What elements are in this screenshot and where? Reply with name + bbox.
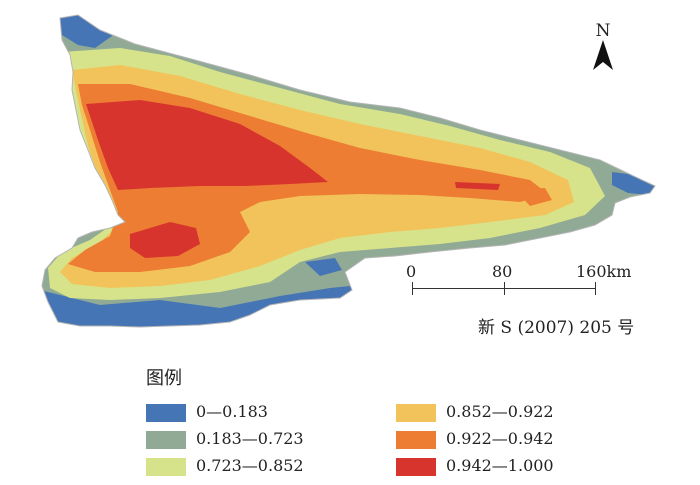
legend-label: 0.723—0.852 [196,456,304,475]
scale-tick [595,282,596,295]
scale-label-160km: 160km [576,262,632,281]
legend-title: 图例 [146,368,182,389]
zone-0.942-1.000 [86,100,328,190]
legend-swatch [396,458,436,476]
legend-label: 0.942—1.000 [446,456,554,475]
scale-bar: 0 80 160km [402,262,631,302]
zone-0.922-0.942-east [515,188,552,206]
north-label: N [595,21,611,41]
legend-swatch [146,458,186,476]
legend-label: 0.852—0.922 [446,402,554,421]
scale-tick [412,282,413,295]
zone-0.942-1.000-south [130,222,200,258]
scale-tick [504,282,505,295]
scale-line [412,288,595,289]
legend-label: 0.183—0.723 [196,429,304,448]
scale-label-0: 0 [406,262,417,281]
north-arrow-icon [593,40,613,70]
suitability-map [41,14,656,328]
zone-0-0.183-south [305,258,342,276]
legend-swatch [396,431,436,449]
scale-label-80: 80 [492,262,513,281]
legend-swatch [396,404,436,422]
legend-swatch [146,431,186,449]
legend-label: 0—0.183 [196,402,268,421]
legend-label: 0.922—0.942 [446,429,554,448]
legend-swatch [146,404,186,422]
zone-0.942-1.000-streak [455,182,500,190]
region-outline [41,14,656,328]
map-approval-number: 新 S (2007) 205 号 [478,318,635,338]
north-arrow: N [588,22,618,74]
